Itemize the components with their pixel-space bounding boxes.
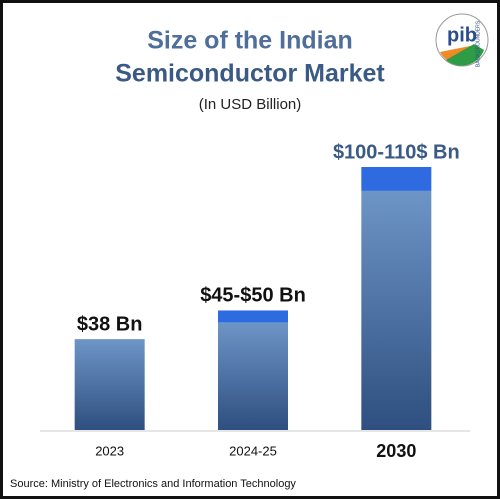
x-tick-label: 2024-25 — [229, 443, 277, 458]
bar — [218, 322, 288, 430]
chart-title: Size of the Indian — [147, 27, 353, 55]
data-label: $45-$50 Bn — [200, 285, 306, 307]
chart-title: Semiconductor Market — [115, 60, 385, 88]
data-label: $38 Bn — [77, 313, 143, 335]
logo: pib BACKGROUNDERS — [435, 13, 489, 67]
x-tick-label: 2023 — [95, 443, 124, 458]
bar-range-cap — [218, 310, 288, 323]
chart-subtitle: (In USD Billion) — [199, 96, 302, 113]
bar — [361, 190, 432, 430]
x-tick-label: 2030 — [376, 441, 416, 461]
source-note: Source: Ministry of Electronics and Info… — [10, 478, 296, 490]
bar — [74, 339, 145, 430]
bar-range-cap — [361, 167, 432, 191]
data-label: $100-110$ Bn — [333, 141, 460, 163]
logo-accent — [446, 44, 484, 66]
logo-subtext: BACKGROUNDERS — [475, 20, 481, 67]
logo-text: pib — [447, 24, 477, 46]
